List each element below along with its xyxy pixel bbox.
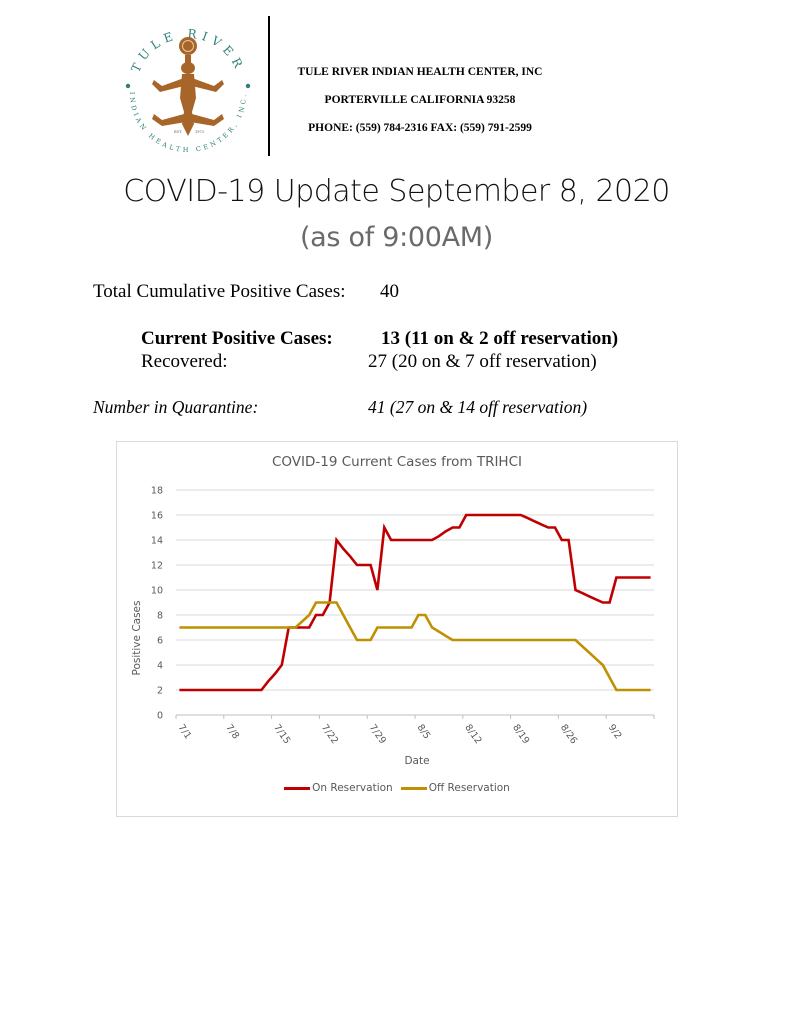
quarantine-value: 41 (27 on & 14 off reservation) <box>368 397 588 417</box>
x-tick-label: 8/12 <box>462 722 483 746</box>
x-tick-label: 8/26 <box>558 722 579 746</box>
chart-legend: On Reservation Off Reservation <box>117 782 677 794</box>
y-axis-title: Positive Cases <box>131 600 143 676</box>
quarantine-label: Number in Quarantine: <box>93 397 259 417</box>
logo-dot-left-icon <box>125 83 131 89</box>
y-tick-label: 10 <box>151 586 163 597</box>
letterhead-divider <box>268 16 270 156</box>
letterhead: TULE RIVER INDIAN HEALTH CENTER, INC. ES… <box>0 0 793 165</box>
page-subtitle: (as of 9:00AM) <box>299 222 494 253</box>
cases-line-chart: COVID-19 Current Cases from TRIHCI 0 2 4 6 8… <box>116 441 678 817</box>
legend-item-on-reservation: On Reservation <box>284 782 393 794</box>
x-axis-title: Date <box>404 755 430 767</box>
y-tick-label: 6 <box>157 636 163 647</box>
logo-est-right: 1973 <box>195 130 204 134</box>
org-info: TULE RIVER INDIAN HEALTH CENTER, INC POR… <box>270 58 570 142</box>
org-name: TULE RIVER INDIAN HEALTH CENTER, INC <box>297 66 543 78</box>
legend-label: Off Reservation <box>428 782 510 794</box>
figure-icon <box>152 37 224 136</box>
x-tick-label: 9/2 <box>606 722 624 741</box>
total-cases-value: 40 <box>380 281 399 302</box>
y-tick-label: 16 <box>151 511 163 522</box>
tule-river-logo: TULE RIVER INDIAN HEALTH CENTER, INC. ES… <box>125 28 251 154</box>
total-cases-label: Total Cumulative Positive Cases: <box>93 281 346 302</box>
recovered-label: Recovered: <box>141 351 228 372</box>
current-cases-label: Current Positive Cases: <box>141 328 333 349</box>
y-tick-label: 2 <box>157 686 163 697</box>
page-title: COVID-19 Update September 8, 2020 <box>123 174 670 209</box>
y-tick-label: 8 <box>157 611 163 622</box>
org-address: PORTERVILLE CALIFORNIA 93258 <box>324 94 516 106</box>
x-tick-label: 7/1 <box>176 722 194 741</box>
y-tick-label: 0 <box>157 711 163 722</box>
legend-label: On Reservation <box>312 782 393 794</box>
y-tick-label: 18 <box>151 486 163 497</box>
y-tick-label: 12 <box>151 561 163 572</box>
x-tick-label: 7/29 <box>367 722 388 746</box>
chart-plot-area: 0 2 4 6 8 10 12 14 16 18 7/1 7/8 7/15 7/22 7/29 8/5 8/12… <box>151 486 655 746</box>
y-tick-label: 4 <box>157 661 163 672</box>
legend-line-red-icon <box>284 786 311 790</box>
logo-dot-right-icon <box>245 83 251 89</box>
series-line-off-reservation <box>179 601 651 692</box>
chart-title: COVID-19 Current Cases from TRIHCI <box>271 454 522 470</box>
current-cases-value: 13 (11 on & 2 off reservation) <box>381 328 619 349</box>
x-tick-label: 8/19 <box>510 722 531 746</box>
y-tick-label: 14 <box>151 536 163 547</box>
x-tick-label: 7/15 <box>271 722 292 746</box>
legend-line-gold-icon <box>400 786 427 790</box>
legend-item-off-reservation: Off Reservation <box>400 782 510 794</box>
x-tick-label: 8/5 <box>415 722 433 741</box>
logo-est-left: EST. <box>174 130 182 134</box>
series-line-on-reservation <box>179 513 651 692</box>
x-tick-label: 7/8 <box>223 722 241 741</box>
org-contact: PHONE: (559) 784-2316 FAX: (559) 791-259… <box>308 122 532 134</box>
x-tick-label: 7/22 <box>319 722 340 746</box>
recovered-value: 27 (20 on & 7 off reservation) <box>368 351 597 372</box>
